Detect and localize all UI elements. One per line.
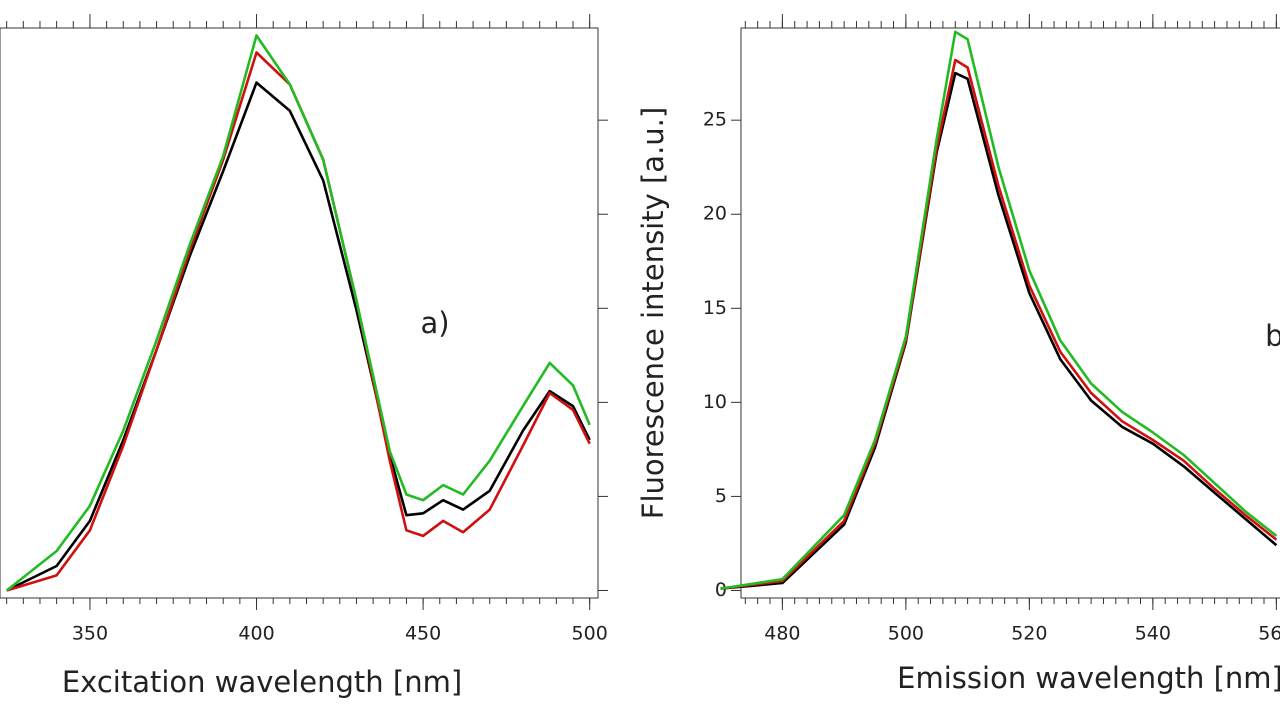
panel-label: b): [1265, 319, 1280, 353]
y-tick-label: 25: [703, 109, 727, 131]
y-tick-label: 20: [703, 203, 727, 225]
series-line: [6, 81, 591, 592]
x-tick-label: 500: [572, 623, 608, 645]
series-line: [720, 71, 1278, 590]
x-tick-label: 560: [1258, 623, 1280, 645]
series-line: [5, 34, 591, 592]
x-tick-label: 400: [238, 623, 274, 645]
x-axis-label: Emission wavelength [nm]: [897, 661, 1280, 695]
x-tick-label: 500: [888, 623, 924, 645]
series-line: [720, 58, 1278, 590]
x-axis-label: Excitation wavelength [nm]: [62, 665, 462, 699]
panel-label: a): [420, 306, 449, 340]
y-tick-label: 5: [715, 485, 727, 507]
y-axis-label: Fluorescence intensity [a.u.]: [636, 107, 670, 519]
y-tick-label: 10: [703, 391, 727, 413]
x-tick-label: 520: [1011, 623, 1047, 645]
x-tick-label: 450: [405, 623, 441, 645]
series-line: [720, 30, 1278, 590]
x-tick-label: 540: [1135, 623, 1171, 645]
plot-frame: [740, 27, 1280, 599]
x-tick-label: 350: [72, 623, 108, 645]
plot-frame: [0, 27, 599, 599]
x-tick-label: 480: [764, 623, 800, 645]
y-tick-label: 0: [715, 579, 727, 601]
y-tick-label: 15: [703, 297, 727, 319]
